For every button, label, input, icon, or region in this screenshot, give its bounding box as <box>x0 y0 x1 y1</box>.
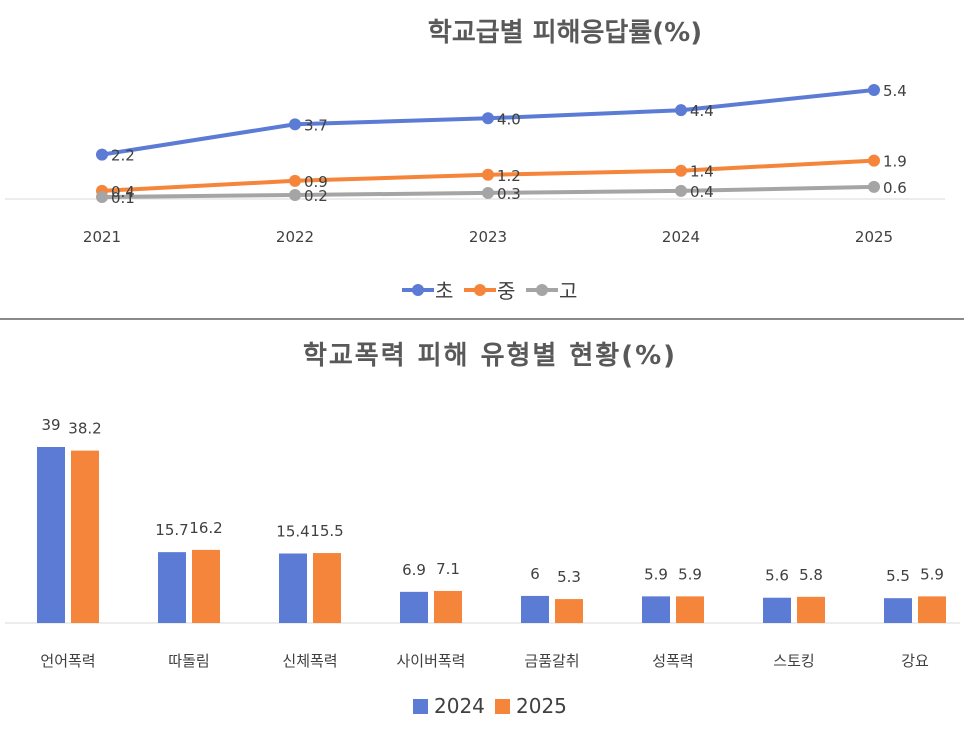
bar <box>313 553 341 623</box>
line-chart-title: 학교급별 피해응답률(%) <box>428 18 702 48</box>
legend-swatch <box>413 699 428 714</box>
legend-label: 초 <box>435 279 453 303</box>
data-label: 39 <box>41 416 60 434</box>
x-category-label: 언어폭력 <box>40 652 95 670</box>
data-point <box>289 118 301 131</box>
bar <box>279 553 307 623</box>
data-label: 5.6 <box>765 567 789 585</box>
data-point <box>96 148 108 161</box>
bar <box>555 599 583 623</box>
bar-chart-title: 학교폭력 피해 유형별 현황(%) <box>303 341 677 371</box>
data-label: 4.4 <box>690 102 714 120</box>
x-category-label: 금품갈취 <box>524 652 579 670</box>
data-label: 0.1 <box>111 189 135 207</box>
bar <box>192 549 220 623</box>
x-category-label: 따돌림 <box>168 652 209 670</box>
legend-swatch <box>495 699 510 714</box>
x-category-label: 신체폭력 <box>282 652 337 670</box>
data-label: 5.4 <box>883 82 907 100</box>
x-category-label: 스토킹 <box>773 652 814 670</box>
data-label: 3.7 <box>304 116 328 134</box>
data-label: 7.1 <box>436 560 460 578</box>
x-category-label: 사이버폭력 <box>396 652 465 670</box>
data-label: 15.5 <box>310 522 343 540</box>
bar <box>763 597 791 623</box>
data-label: 6 <box>530 565 540 583</box>
data-point <box>675 184 687 197</box>
data-label: 1.4 <box>690 163 714 181</box>
data-label: 0.9 <box>304 173 328 191</box>
data-label: 5.5 <box>886 567 910 585</box>
data-point <box>289 188 301 201</box>
data-point <box>482 186 494 199</box>
data-label: 0.3 <box>497 185 521 203</box>
x-tick-label: 2022 <box>276 228 314 246</box>
data-label: 5.8 <box>799 566 823 584</box>
x-tick-label: 2021 <box>83 228 121 246</box>
data-label: 0.2 <box>304 187 328 205</box>
legend-marker <box>412 284 424 296</box>
bar <box>884 598 912 623</box>
bar <box>37 447 65 623</box>
data-label: 15.7 <box>155 521 188 539</box>
data-point <box>482 168 494 181</box>
data-label: 5.3 <box>557 568 581 586</box>
data-point <box>675 164 687 177</box>
data-label: 15.4 <box>276 523 309 541</box>
data-point <box>868 154 880 167</box>
x-category-label: 성폭력 <box>652 652 693 670</box>
bar <box>918 596 946 623</box>
data-label: 0.6 <box>883 179 907 197</box>
data-label: 4.0 <box>497 110 521 128</box>
legend-label: 2024 <box>434 694 485 718</box>
chart-divider <box>0 318 964 320</box>
data-label: 1.9 <box>883 153 907 171</box>
data-point <box>868 84 880 96</box>
bar <box>158 552 186 623</box>
x-category-label: 강요 <box>901 652 929 670</box>
data-point <box>675 104 687 117</box>
bar <box>434 590 462 623</box>
legend-label: 고 <box>559 279 577 303</box>
data-point <box>289 174 301 187</box>
bar <box>71 450 99 623</box>
data-label: 16.2 <box>189 519 222 537</box>
data-label: 2.2 <box>111 147 135 165</box>
legend-label: 2025 <box>516 694 567 718</box>
data-label: 0.4 <box>111 183 135 201</box>
data-label: 0.4 <box>690 183 714 201</box>
x-tick-label: 2023 <box>469 228 507 246</box>
legend-marker <box>474 284 486 296</box>
data-label: 5.9 <box>678 565 702 583</box>
legend-marker <box>536 284 548 296</box>
bar <box>400 591 428 623</box>
data-point <box>96 190 108 203</box>
data-label: 1.2 <box>497 167 521 185</box>
x-tick-label: 2024 <box>662 228 700 246</box>
data-point <box>868 180 880 193</box>
bar <box>797 596 825 623</box>
bar-chart-violence-type: 학교폭력 피해 유형별 현황(%) 39 15.7 15.4 6.9 6 5.9 5.6 5.… <box>5 341 960 718</box>
data-label: 5.9 <box>920 565 944 583</box>
data-label: 5.9 <box>644 565 668 583</box>
data-point <box>482 112 494 125</box>
data-label: 38.2 <box>68 420 101 438</box>
legend-label: 중 <box>497 279 515 303</box>
bar <box>521 595 549 623</box>
data-label: 6.9 <box>402 561 426 579</box>
bar <box>676 596 704 623</box>
x-tick-label: 2025 <box>855 228 893 246</box>
bar <box>642 596 670 623</box>
line-chart-victim-rate-by-school-level: 학교급별 피해응답률(%) 2.2 3.7 4.0 4.4 5.4 0.4 0.9 1.2 1.… <box>5 18 945 303</box>
